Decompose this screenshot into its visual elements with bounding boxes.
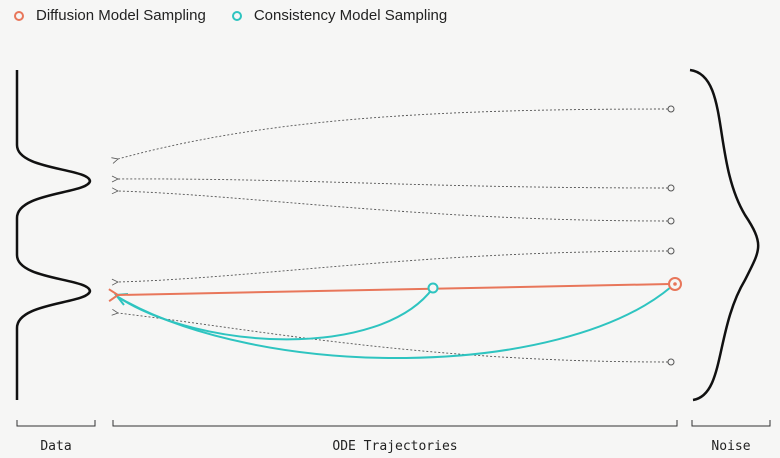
ode-label: ODE Trajectories (332, 439, 458, 454)
ode-bracket (112, 420, 678, 427)
teal-circle-icon (231, 10, 242, 21)
legend-consistency-label: Consistency Model Sampling (253, 7, 448, 24)
ode-trajectory-2 (111, 175, 669, 189)
data-label: Data (40, 439, 72, 454)
noise-sample-5 (667, 358, 675, 366)
noise-distribution-curve (689, 68, 760, 402)
data-distribution-curve (15, 70, 92, 400)
orange-circle-icon (14, 10, 24, 21)
noise-sample-1 (667, 105, 675, 113)
diffusion-path (118, 283, 671, 295)
noise-bracket (691, 420, 771, 427)
noise-sample-2 (667, 184, 675, 192)
ode-trajectory-3 (111, 187, 669, 222)
legend-consistency: Consistency Model Sampling (231, 7, 448, 24)
noise-sample-4 (667, 247, 675, 255)
legend-diffusion-label: Diffusion Model Sampling (36, 7, 206, 24)
ode-trajectory-1 (111, 108, 669, 164)
diffusion-start-dot (673, 282, 677, 286)
data-bracket (16, 420, 96, 427)
legend-diffusion: Diffusion Model Sampling (14, 7, 206, 24)
consistency-path-far (117, 286, 672, 360)
ode-trajectory-4 (111, 250, 669, 286)
noise-sample-3 (667, 217, 675, 225)
consistency-midpoint (427, 282, 439, 294)
legend: Diffusion Model Sampling Consistency Mod… (14, 7, 473, 24)
consistency-path-near (117, 287, 434, 341)
noise-label: Noise (711, 439, 751, 454)
